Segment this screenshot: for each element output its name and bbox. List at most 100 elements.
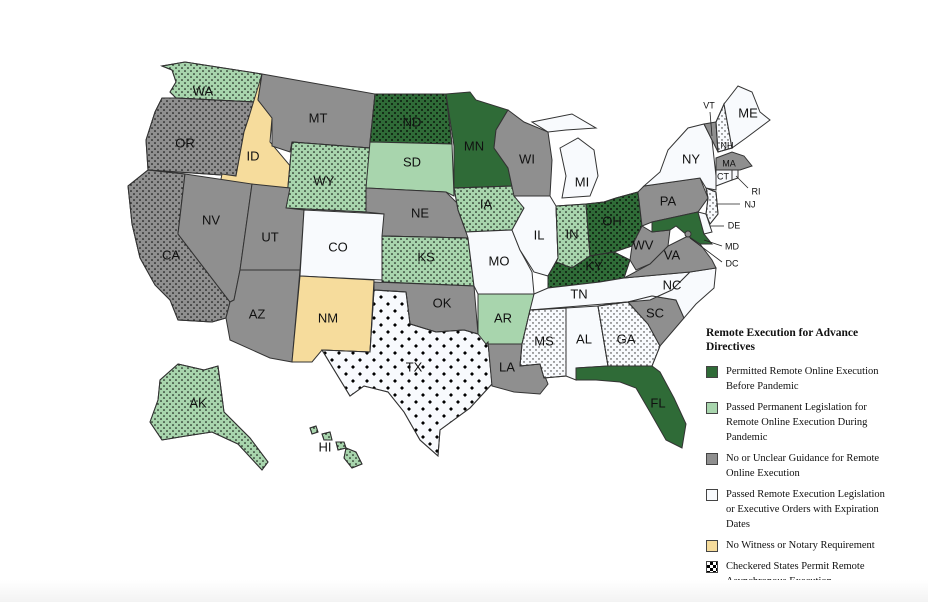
state-label-va: VA xyxy=(664,247,681,262)
state-in[interactable]: IN xyxy=(555,203,591,269)
state-pattern-nj xyxy=(705,187,719,225)
state-ks[interactable]: KS xyxy=(381,235,475,287)
state-nd[interactable]: ND xyxy=(369,93,453,145)
state-ia[interactable]: IA xyxy=(453,185,525,233)
state-fl[interactable]: FL xyxy=(575,365,687,449)
state-label-tx: TX xyxy=(406,359,423,374)
state-wa[interactable]: WA xyxy=(160,61,263,103)
legend-item: No or Unclear Guidance for Remote Online… xyxy=(706,451,896,481)
state-label-vt: VT xyxy=(703,100,715,110)
legend-swatch xyxy=(706,453,718,465)
legend-item: No Witness or Notary Requirement xyxy=(706,538,896,553)
state-label-wy: WY xyxy=(314,173,335,188)
state-label-nc: NC xyxy=(663,277,682,292)
state-ar[interactable]: AR xyxy=(477,293,535,345)
state-label-ks: KS xyxy=(417,249,435,264)
state-label-mo: MO xyxy=(489,253,510,268)
state-label-md: MD xyxy=(725,241,739,251)
small-state-labels: VT NH RI NJ DE MD DC xyxy=(689,100,761,268)
state-mn[interactable]: MN xyxy=(445,91,513,189)
legend-label: Passed Remote Execution Legislation or E… xyxy=(726,489,885,530)
state-label-mt: MT xyxy=(309,110,328,125)
legend-item: Passed Remote Execution Legislation or E… xyxy=(706,487,896,532)
state-label-nj: NJ xyxy=(745,199,756,209)
state-label-az: AZ xyxy=(249,306,266,321)
state-il[interactable]: IL xyxy=(511,195,559,277)
state-wy[interactable]: WY xyxy=(285,141,371,213)
state-label-oh: OH xyxy=(602,213,622,228)
state-label-ri: RI xyxy=(752,186,761,196)
state-ak[interactable]: AK xyxy=(149,363,269,471)
state-mt[interactable]: MT xyxy=(257,73,376,153)
state-label-sc: SC xyxy=(646,305,664,320)
state-label-ga: GA xyxy=(617,331,636,346)
legend-label: No Witness or Notary Requirement xyxy=(726,540,875,551)
state-label-ak: AK xyxy=(189,395,207,410)
state-label-id: ID xyxy=(247,148,260,163)
state-label-or: OR xyxy=(175,135,195,150)
state-label-al: AL xyxy=(576,331,592,346)
state-tx[interactable]: TX xyxy=(321,289,493,458)
state-label-nv: NV xyxy=(202,212,220,227)
state-nc[interactable]: NC xyxy=(603,267,717,319)
bottom-edge xyxy=(0,580,928,602)
legend-item: Passed Permanent Legislation for Remote … xyxy=(706,400,896,445)
legend-label: Permitted Remote Online Execution Before… xyxy=(726,366,879,392)
state-dc[interactable] xyxy=(684,230,692,238)
state-label-il: IL xyxy=(534,227,545,242)
state-label-wi: WI xyxy=(519,151,535,166)
state-ca[interactable]: CA xyxy=(127,169,231,323)
state-label-ar: AR xyxy=(494,310,512,325)
state-az[interactable]: AZ xyxy=(225,269,301,363)
state-label-ky: KY xyxy=(585,258,603,273)
state-pattern-tx xyxy=(321,289,493,458)
state-nj[interactable] xyxy=(705,187,719,225)
state-co[interactable]: CO xyxy=(299,209,385,281)
state-nm[interactable]: NM xyxy=(291,275,375,363)
state-label-fl: FL xyxy=(650,395,665,410)
state-sd[interactable]: SD xyxy=(365,141,455,197)
state-ct[interactable]: CT xyxy=(715,169,733,187)
state-label-tn: TN xyxy=(570,286,587,301)
state-ri[interactable] xyxy=(731,169,739,181)
state-label-hi: HI xyxy=(319,439,332,454)
state-label-pa: PA xyxy=(660,193,677,208)
legend-item: Permitted Remote Online Execution Before… xyxy=(706,364,896,394)
state-de[interactable] xyxy=(697,211,713,235)
state-label-de: DE xyxy=(728,220,741,230)
state-ma[interactable]: MA xyxy=(715,151,753,171)
state-nh[interactable] xyxy=(715,102,733,153)
legend-swatch xyxy=(706,402,718,414)
state-label-ne: NE xyxy=(411,205,429,220)
state-al[interactable]: AL xyxy=(565,305,609,381)
state-label-la: LA xyxy=(499,359,515,374)
state-label-ma: MA xyxy=(722,158,736,168)
legend-swatch xyxy=(706,489,718,501)
state-label-ct: CT xyxy=(717,171,729,181)
state-mi[interactable]: MI xyxy=(530,113,599,199)
state-pa[interactable]: PA xyxy=(637,177,709,227)
state-pattern-ak xyxy=(149,363,269,471)
state-label-wv: WV xyxy=(633,237,654,252)
state-me[interactable]: ME xyxy=(723,85,771,149)
state-label-ms: MS xyxy=(534,333,554,348)
state-hi[interactable]: HI xyxy=(309,425,363,469)
state-label-mi: MI xyxy=(575,174,589,189)
state-ms[interactable]: MS xyxy=(519,307,567,379)
legend-swatch xyxy=(706,366,718,378)
legend-swatch xyxy=(706,540,718,552)
state-ny[interactable]: NY xyxy=(642,123,717,191)
state-label-sd: SD xyxy=(403,154,421,169)
state-label-nm: NM xyxy=(318,310,338,325)
state-label-mn: MN xyxy=(464,138,484,153)
state-label-ut: UT xyxy=(261,229,278,244)
state-label-ny: NY xyxy=(682,151,700,166)
legend-title: Remote Execution for Advance Directives xyxy=(706,327,859,353)
state-label-ok: OK xyxy=(433,295,452,310)
state-pattern-hi xyxy=(309,425,363,469)
state-label-dc: DC xyxy=(726,258,739,268)
state-label-ia: IA xyxy=(480,196,493,211)
state-or[interactable]: OR xyxy=(145,97,256,177)
state-label-ca: CA xyxy=(162,247,180,262)
state-label-wa: WA xyxy=(193,83,214,98)
